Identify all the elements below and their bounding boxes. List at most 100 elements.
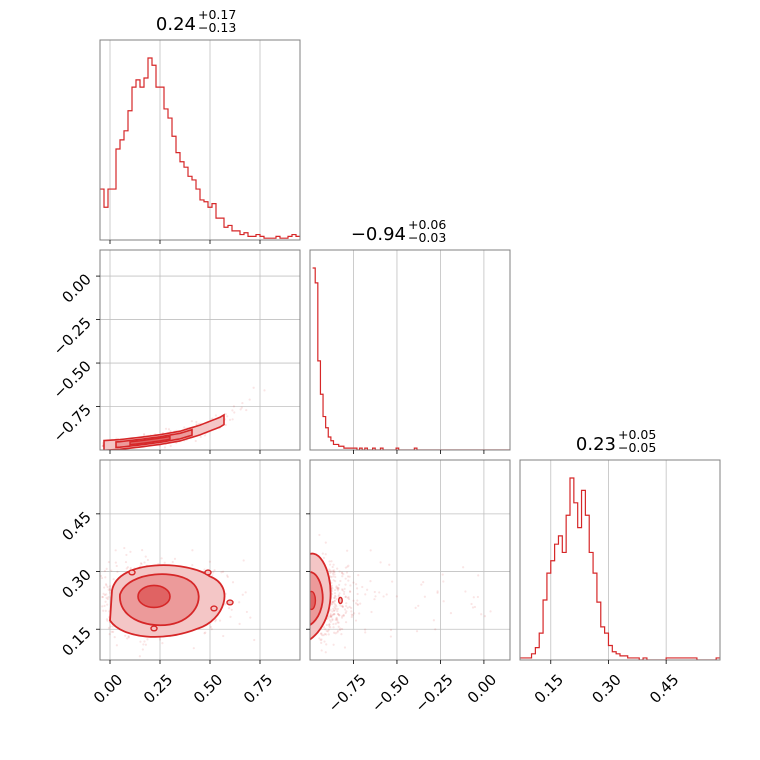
sample-point — [330, 602, 333, 605]
sample-point — [359, 602, 362, 605]
sample-point — [208, 560, 212, 563]
panel-title-2: 0.23 +0.05−0.05 — [576, 427, 656, 455]
sample-point — [477, 574, 480, 577]
sample-point — [343, 590, 346, 593]
x-tick-label: 0.30 — [588, 671, 624, 707]
sample-point — [348, 575, 351, 578]
sample-point — [223, 603, 226, 606]
sample-point — [333, 605, 336, 608]
sample-point — [434, 628, 437, 631]
sample-point — [329, 615, 332, 618]
sample-point — [107, 626, 111, 630]
sample-point — [100, 574, 103, 578]
sample-point — [329, 615, 332, 618]
sample-point — [329, 620, 332, 623]
sample-point — [350, 615, 353, 619]
sample-point — [332, 563, 335, 566]
sample-point — [331, 587, 334, 590]
sample-point — [361, 585, 364, 589]
panel-frame — [519, 459, 721, 661]
sample-point — [389, 628, 393, 632]
sample-point — [471, 606, 475, 609]
sample-point — [357, 573, 360, 577]
sample-point — [106, 597, 109, 601]
sample-point — [335, 616, 338, 619]
y-tick-label: 0.45 — [58, 508, 94, 544]
sample-point — [123, 546, 126, 550]
sample-point — [141, 648, 144, 651]
sample-point — [109, 625, 112, 628]
sample-point — [330, 576, 333, 579]
sample-point — [104, 609, 107, 612]
sample-point — [203, 434, 207, 437]
sample-point — [321, 552, 324, 555]
x-tick-label: 0.25 — [140, 671, 176, 707]
sample-point — [356, 592, 359, 596]
sample-point — [346, 565, 349, 568]
sample-point — [340, 571, 344, 574]
sample-point — [226, 575, 229, 578]
sample-point — [105, 618, 109, 621]
sample-point — [415, 630, 419, 633]
sample-point — [158, 638, 162, 641]
sample-point — [107, 560, 110, 564]
sample-point — [203, 568, 206, 571]
sample-point — [173, 557, 177, 560]
sample-point — [108, 633, 111, 636]
sample-point — [336, 612, 340, 616]
sample-point — [233, 411, 236, 414]
sample-point — [110, 630, 113, 633]
sample-point — [226, 415, 229, 418]
sample-point — [344, 604, 348, 608]
sample-point — [332, 607, 335, 610]
sample-point — [328, 563, 332, 566]
sample-point — [345, 571, 349, 574]
sample-point — [350, 610, 353, 613]
sample-point — [344, 577, 347, 580]
sample-point — [231, 418, 234, 421]
sample-point — [324, 553, 327, 556]
sample-point — [472, 596, 475, 599]
sample-point — [332, 622, 335, 626]
sample-point — [341, 588, 344, 591]
sample-point — [356, 603, 360, 606]
sample-point — [101, 444, 104, 448]
sample-point — [106, 603, 109, 606]
sample-point — [348, 605, 351, 609]
sample-point — [115, 644, 118, 647]
sample-point — [167, 428, 171, 431]
sample-point — [470, 602, 473, 606]
sample-point — [337, 625, 340, 628]
histogram-1 — [312, 267, 510, 450]
sample-point — [364, 631, 367, 634]
title-plus: +0.17 — [198, 7, 236, 22]
sample-point — [436, 591, 439, 594]
sample-point — [108, 589, 111, 592]
sample-point — [333, 613, 336, 616]
sample-point — [194, 439, 197, 443]
sample-point — [323, 640, 326, 643]
sample-point — [331, 600, 335, 604]
sample-point — [241, 593, 244, 596]
sample-point — [107, 596, 110, 599]
sample-point — [230, 608, 233, 611]
sample-point — [336, 607, 340, 611]
sample-point — [124, 634, 127, 637]
sample-point — [341, 589, 344, 592]
sample-point — [210, 627, 213, 631]
sample-point — [370, 610, 373, 614]
sample-point — [417, 604, 420, 607]
sample-point — [329, 570, 333, 573]
sample-point — [342, 592, 346, 596]
sample-point — [146, 558, 150, 562]
sample-point — [336, 610, 339, 613]
sample-point — [229, 615, 232, 618]
sample-point — [332, 626, 335, 629]
sample-point — [333, 607, 337, 610]
sample-point — [350, 606, 353, 610]
sample-point — [338, 592, 341, 595]
sample-point — [356, 587, 359, 590]
sample-point — [127, 636, 130, 639]
sample-point — [240, 406, 243, 409]
sample-point — [422, 581, 425, 584]
